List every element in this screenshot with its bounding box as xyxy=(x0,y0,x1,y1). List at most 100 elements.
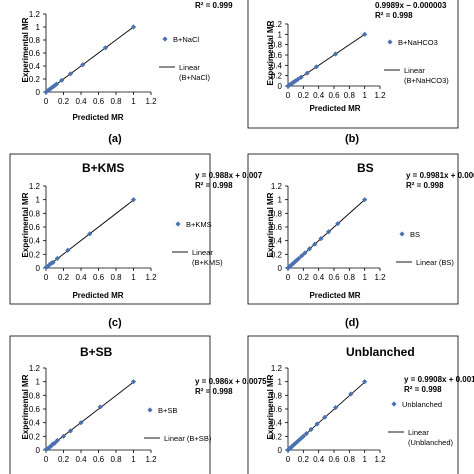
chart6-x-tick-label: 0.6 xyxy=(328,455,340,464)
chart4-data-point xyxy=(299,253,305,259)
chart1-x-tick-label: 0.8 xyxy=(110,97,122,106)
chart6-y-tick-label: 1.2 xyxy=(271,364,283,373)
chart1-x-axis-title: Predicted MR xyxy=(72,113,123,122)
chart6-data-point xyxy=(322,414,328,420)
chart2-x-tick-label: 0.2 xyxy=(298,91,310,100)
chart2-x-tick-label: 0 xyxy=(286,91,291,100)
chart4-data-point xyxy=(292,259,298,265)
chart4-y-tick-label: 0 xyxy=(278,264,283,273)
chart1-x-tick-label: 0.4 xyxy=(75,97,87,106)
chart3-legend-linear-name: (B+KMS) xyxy=(192,258,223,267)
chart5-equation: y = 0.986x + 0.0075 xyxy=(195,377,267,386)
chart4-panel-border xyxy=(247,153,459,305)
chart5-legend-marker xyxy=(147,407,153,413)
chart5-data-point xyxy=(97,404,103,410)
chart5-y-tick-label: 0.2 xyxy=(29,432,41,441)
chart6-data-point xyxy=(300,433,306,439)
chart2-y-tick-label: 1.2 xyxy=(271,20,283,29)
chart4-data-point xyxy=(287,263,293,269)
chart1-x-tick-label: 1.2 xyxy=(145,97,157,106)
chart5-x-tick-label: 0.8 xyxy=(110,455,122,464)
chart4-data-point xyxy=(318,236,324,242)
chart6-x-tick-label: 0.2 xyxy=(298,455,310,464)
chart6-y-tick-label: 0 xyxy=(278,446,283,455)
chart4-x-tick-label: 0.8 xyxy=(344,273,356,282)
chart2-r-squared: R² = 0.998 xyxy=(375,11,413,20)
chart5-y-tick-label: 1.2 xyxy=(29,364,41,373)
chart6-data-point xyxy=(308,426,314,433)
chart1-data-point xyxy=(80,62,86,68)
chart3-data-point xyxy=(54,255,60,262)
chart2-legend-linear-name: (B+NaHCO3) xyxy=(404,76,449,85)
chart2-legend-marker xyxy=(387,39,393,45)
chart1-data-point xyxy=(59,77,65,83)
chart4-x-tick-label: 0 xyxy=(286,273,291,282)
chart3-data-point xyxy=(87,231,93,237)
chart1-data-point xyxy=(130,24,137,30)
chart5-y-tick-label: 1 xyxy=(36,378,41,387)
chart4-x-tick-label: 0.4 xyxy=(313,273,325,282)
chart2-x-tick-label: 0.6 xyxy=(328,91,340,100)
chart6-y-tick-label: 0.4 xyxy=(271,419,283,428)
chart4-y-tick-label: 0.2 xyxy=(271,250,283,259)
chart5-x-tick-label: 0.4 xyxy=(75,455,87,464)
chart4-data-point xyxy=(326,229,332,235)
chart4-data-point xyxy=(302,250,308,256)
chart3-x-tick-label: 0.6 xyxy=(93,273,105,282)
chart5-panel-border xyxy=(9,335,211,474)
chart6-x-tick-label: 0.4 xyxy=(313,455,325,464)
chart5-data-point xyxy=(130,379,137,385)
chart2-x-tick-label: 0.4 xyxy=(313,91,325,100)
chart2-x-tick-label: 1.2 xyxy=(374,91,386,100)
chart1-y-axis-title: Experimental MR xyxy=(21,17,30,82)
chart4-x-tick-label: 0.6 xyxy=(328,273,340,282)
chart4-data-point xyxy=(306,246,313,252)
chart1-x-tick-label: 0 xyxy=(44,97,49,106)
chart6-x-tick-label: 0 xyxy=(286,455,291,464)
chart1-legend-marker xyxy=(162,36,168,42)
chart2-data-point xyxy=(304,70,310,76)
chart2-data-point xyxy=(362,31,368,37)
chart1-fit-line xyxy=(45,26,134,93)
chart2-panel-label: (b) xyxy=(345,133,359,145)
chart6-y-tick-label: 0.6 xyxy=(271,405,283,414)
chart6-legend-series: Unblanched xyxy=(402,400,442,409)
chart1-y-tick-label: 0.6 xyxy=(29,49,41,58)
chart2-panel-border xyxy=(247,0,459,129)
chart4-data-point xyxy=(335,220,341,227)
chart4-equation: y = 0.9981x + 0.0004 xyxy=(406,171,474,180)
chart6-legend-linear: Linear xyxy=(408,428,429,437)
chart5-y-tick-label: 0.8 xyxy=(29,391,41,400)
chart6-title: Unblanched xyxy=(346,345,415,359)
chart5-x-tick-label: 1.2 xyxy=(145,455,157,464)
chart5-data-point xyxy=(54,437,60,444)
chart2-equation: 0.9989x − 0.000003 xyxy=(375,1,447,10)
chart5-r-squared: R² = 0.998 xyxy=(195,387,233,396)
chart1-y-tick-label: 1.2 xyxy=(29,10,41,19)
chart1-y-tick-label: 0 xyxy=(36,88,41,97)
chart5-y-tick-label: 0.4 xyxy=(29,419,41,428)
chart3-legend-marker xyxy=(175,221,181,227)
chart6-legend-linear-name: (Unblanched) xyxy=(408,438,454,447)
chart2-data-point xyxy=(313,64,319,70)
chart1-x-tick-label: 1 xyxy=(131,97,136,106)
chart2-x-tick-label: 1 xyxy=(362,91,367,100)
chart2-y-axis-title: Experimental MR xyxy=(266,20,275,85)
chart4-y-tick-label: 1.2 xyxy=(271,182,283,191)
chart4-data-point xyxy=(362,197,368,203)
chart6-r-squared: R² = 0.998 xyxy=(404,385,442,394)
chart4-y-tick-label: 0.6 xyxy=(271,223,283,232)
chart2-x-tick-label: 0.8 xyxy=(344,91,356,100)
chart5-y-axis-title: Experimental MR xyxy=(21,374,30,439)
chart2-data-point xyxy=(293,78,299,84)
chart3-data-point xyxy=(65,247,71,253)
chart6-data-point xyxy=(303,431,309,437)
chart5-data-point xyxy=(52,440,58,446)
chart6-data-point xyxy=(332,405,339,411)
chart6-data-point xyxy=(293,440,299,446)
chart5-y-tick-label: 0.6 xyxy=(29,405,41,414)
chart3-y-tick-label: 1.2 xyxy=(29,182,41,191)
chart2-y-tick-label: 0.4 xyxy=(271,61,283,70)
chart3-legend-series: B+KMS xyxy=(186,220,212,229)
